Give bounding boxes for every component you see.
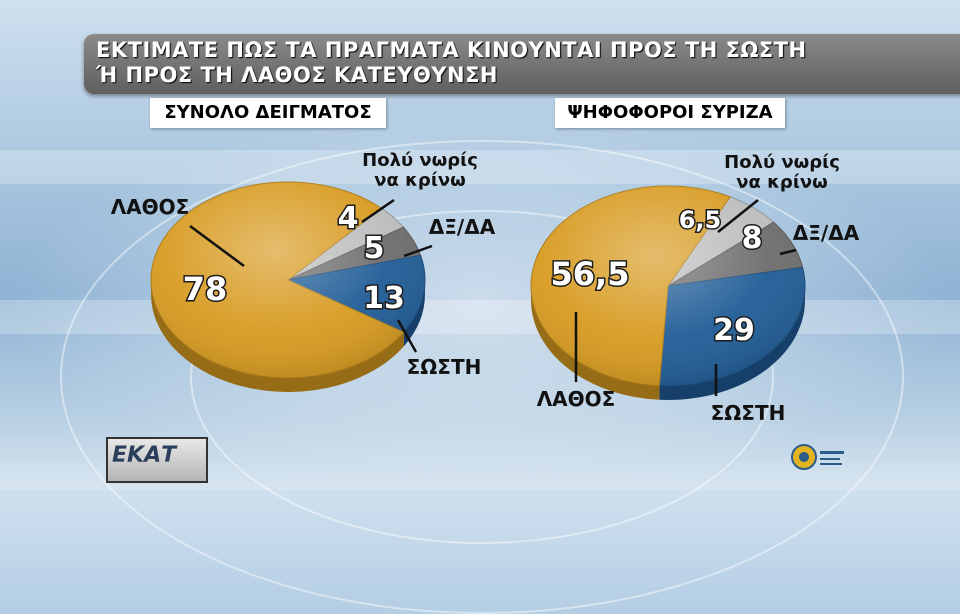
pie-shine	[531, 186, 805, 386]
slice-name-noris: Πολύ νωρίς	[362, 150, 478, 171]
slice-name-lathos: ΛΑΘΟΣ	[537, 387, 616, 411]
pie-depth	[151, 280, 425, 392]
slice-value-lathos: 56,5	[551, 255, 630, 293]
slice-name-noris: να κρίνω	[736, 172, 828, 193]
pie-shine	[151, 182, 425, 378]
slice-name-sosti: ΣΩΣΤΗ	[711, 401, 786, 425]
chart-title-line-1: ΕΚΤΙΜΑΤΕ ΠΩΣ ΤΑ ΠΡΑΓΜΑΤΑ ΚΙΝΟΥΝΤΑΙ ΠΡΟΣ …	[96, 38, 807, 62]
slice-name-lathos: ΛΑΘΟΣ	[111, 195, 190, 219]
leader-line-lathos	[189, 224, 245, 268]
leader-line-noris	[717, 199, 759, 233]
left-chart-title: ΣΥΝΟΛΟ ΔΕΙΓΜΑΤΟΣ	[150, 98, 386, 128]
title-bar	[84, 34, 960, 94]
leader-line-dxda	[403, 244, 433, 258]
channel-logo: ΕΚΑΤ	[106, 437, 208, 483]
pie-depth	[531, 286, 805, 400]
slice-value-noris: 4	[338, 201, 359, 236]
pie-slice-side-sosti	[403, 280, 425, 347]
pie-slice-side-lathos	[531, 286, 660, 400]
slice-value-noris: 6,5	[679, 206, 722, 234]
slice-name-dxda: ΔΞ/ΔΑ	[429, 215, 496, 239]
leader-line-sosti	[396, 319, 418, 353]
slice-name-noris: να κρίνω	[374, 170, 466, 191]
pie-slice-side-lathos	[151, 280, 404, 392]
right-chart-title: ΨΗΦΟΦΟΡΟΙ ΣΥΡΙΖΑ	[555, 98, 785, 128]
leader-line-dxda	[779, 248, 797, 256]
slice-name-sosti: ΣΩΣΤΗ	[407, 355, 482, 379]
slice-value-sosti: 13	[363, 281, 405, 316]
slice-name-dxda: ΔΞ/ΔΑ	[793, 221, 860, 245]
slice-value-dxda: 8	[742, 221, 763, 256]
slice-value-lathos: 78	[183, 270, 228, 308]
pollster-logo-icon	[791, 444, 844, 470]
chart-title-line-2: Ή ΠΡΟΣ ΤΗ ΛΑΘΟΣ ΚΑΤΕΥΘΥΝΣΗ	[96, 63, 499, 87]
slice-value-dxda: 5	[364, 231, 385, 266]
slice-name-noris: Πολύ νωρίς	[724, 152, 840, 173]
pie-slice-side-sosti	[659, 286, 805, 400]
leader-line-noris	[361, 198, 395, 224]
channel-logo-text: ΕΚΑΤ	[112, 443, 177, 468]
slice-value-sosti: 29	[713, 313, 755, 348]
